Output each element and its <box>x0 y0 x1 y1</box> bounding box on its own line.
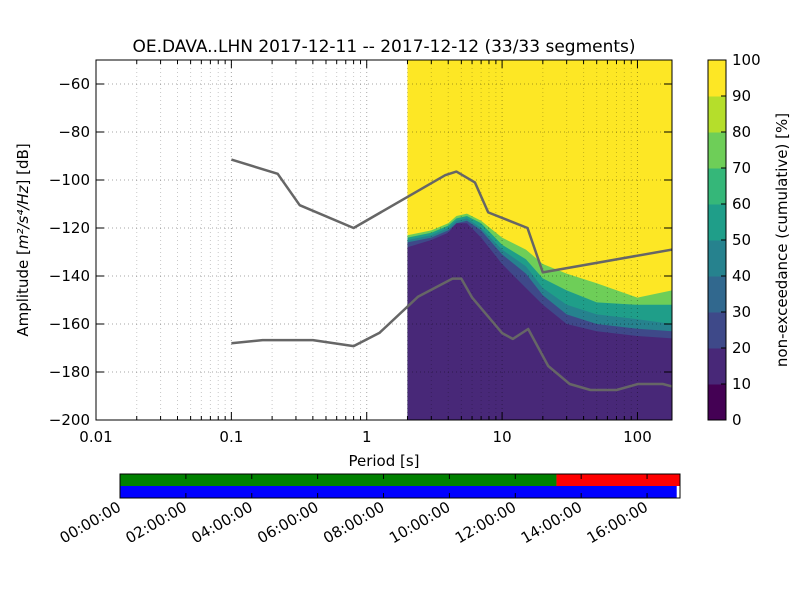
colorbar-tick-label: 50 <box>732 231 751 249</box>
colorbar: 0 10 20 30 40 50 60 70 80 90 100 <box>707 51 761 429</box>
noise-models <box>231 158 672 392</box>
timeline-tick-label: 16:00:00 <box>584 498 651 547</box>
y-tick-label: −120 <box>49 219 90 237</box>
noise-model-line-nhnm <box>231 158 672 274</box>
y-tick-label: −60 <box>58 75 90 93</box>
colorbar-segment <box>708 276 726 313</box>
colorbar-tick-label: 70 <box>732 159 751 177</box>
plot-area: 0.01 0.1 1 10 100 −60 −80 −100 −120 −140 −160 −180… <box>49 59 673 446</box>
timeline-top-segment <box>556 474 680 486</box>
timeline-bottom-segment <box>120 486 677 498</box>
timeline-tick-label: 04:00:00 <box>188 498 255 547</box>
colorbar-tick-label: 10 <box>732 375 751 393</box>
grid-lines <box>96 60 672 420</box>
colorbar-tick-label: 60 <box>732 195 751 213</box>
x-tick-label: 100 <box>623 428 652 446</box>
noise-model-line-nlnm <box>231 277 672 392</box>
timeline-frame <box>119 473 681 499</box>
colorbar-tick-label: 40 <box>732 267 751 285</box>
segment-timeline: 00:00:0002:00:0004:00:0006:00:0008:00:00… <box>57 473 681 547</box>
y-tick-label: −140 <box>49 267 90 285</box>
colorbar-segment <box>708 96 726 133</box>
heatmap-band-p10 <box>407 223 672 420</box>
colorbar-tick-label: 80 <box>732 123 751 141</box>
colorbar-segment <box>708 348 726 385</box>
y-axis-label-prefix: Amplitude [ <box>14 249 32 337</box>
timeline-tick-label: 10:00:00 <box>386 498 453 547</box>
chart-title: OE.DAVA..LHN 2017-12-11 -- 2017-12-12 (3… <box>132 37 635 57</box>
x-tick-label: 10 <box>493 428 512 446</box>
y-axis-label: Amplitude [m²/s⁴/Hz] [dB] <box>14 143 32 336</box>
timeline-tick-label: 00:00:00 <box>57 498 124 547</box>
y-tick-label: −80 <box>58 123 90 141</box>
colorbar-tick-label: 100 <box>732 51 761 69</box>
colorbar-tick-label: 30 <box>732 303 751 321</box>
timeline-top-segment <box>120 474 557 486</box>
y-axis-ticks: −60 −80 −100 −120 −140 −160 −180 −200 <box>49 75 672 429</box>
colorbar-segment <box>708 384 726 421</box>
y-tick-label: −100 <box>49 171 90 189</box>
x-tick-label: 1 <box>362 428 372 446</box>
heatmap <box>407 60 672 420</box>
x-tick-label: 0.1 <box>219 428 243 446</box>
timeline-tick-label: 06:00:00 <box>254 498 321 547</box>
timeline-tick-label: 14:00:00 <box>518 498 585 547</box>
colorbar-tick-label: 20 <box>732 339 751 357</box>
colorbar-tick-label: 0 <box>732 411 742 429</box>
y-tick-label: −160 <box>49 315 90 333</box>
timeline-tick-label: 08:00:00 <box>320 498 387 547</box>
timeline-tick-label: 12:00:00 <box>452 498 519 547</box>
x-tick-label: 0.01 <box>79 428 112 446</box>
y-axis-label-suffix: ] [dB] <box>14 143 32 185</box>
colorbar-tick-label: 90 <box>732 87 751 105</box>
plot-frame <box>95 59 673 421</box>
colorbar-segment <box>708 240 726 277</box>
colorbar-segment <box>708 312 726 349</box>
x-axis-ticks: 0.01 0.1 1 10 100 <box>79 60 652 446</box>
colorbar-segment <box>708 168 726 205</box>
y-axis-label-units: m²/s⁴/Hz <box>14 184 32 249</box>
y-tick-label: −180 <box>49 363 90 381</box>
colorbar-segment <box>708 204 726 241</box>
colorbar-segment <box>708 132 726 169</box>
y-tick-label: −200 <box>49 411 90 429</box>
x-axis-label: Period [s] <box>348 452 419 470</box>
colorbar-segment <box>708 60 726 97</box>
colorbar-label: non-exceedance (cumulative) [%] <box>773 113 791 367</box>
timeline-tick-label: 02:00:00 <box>123 498 190 547</box>
